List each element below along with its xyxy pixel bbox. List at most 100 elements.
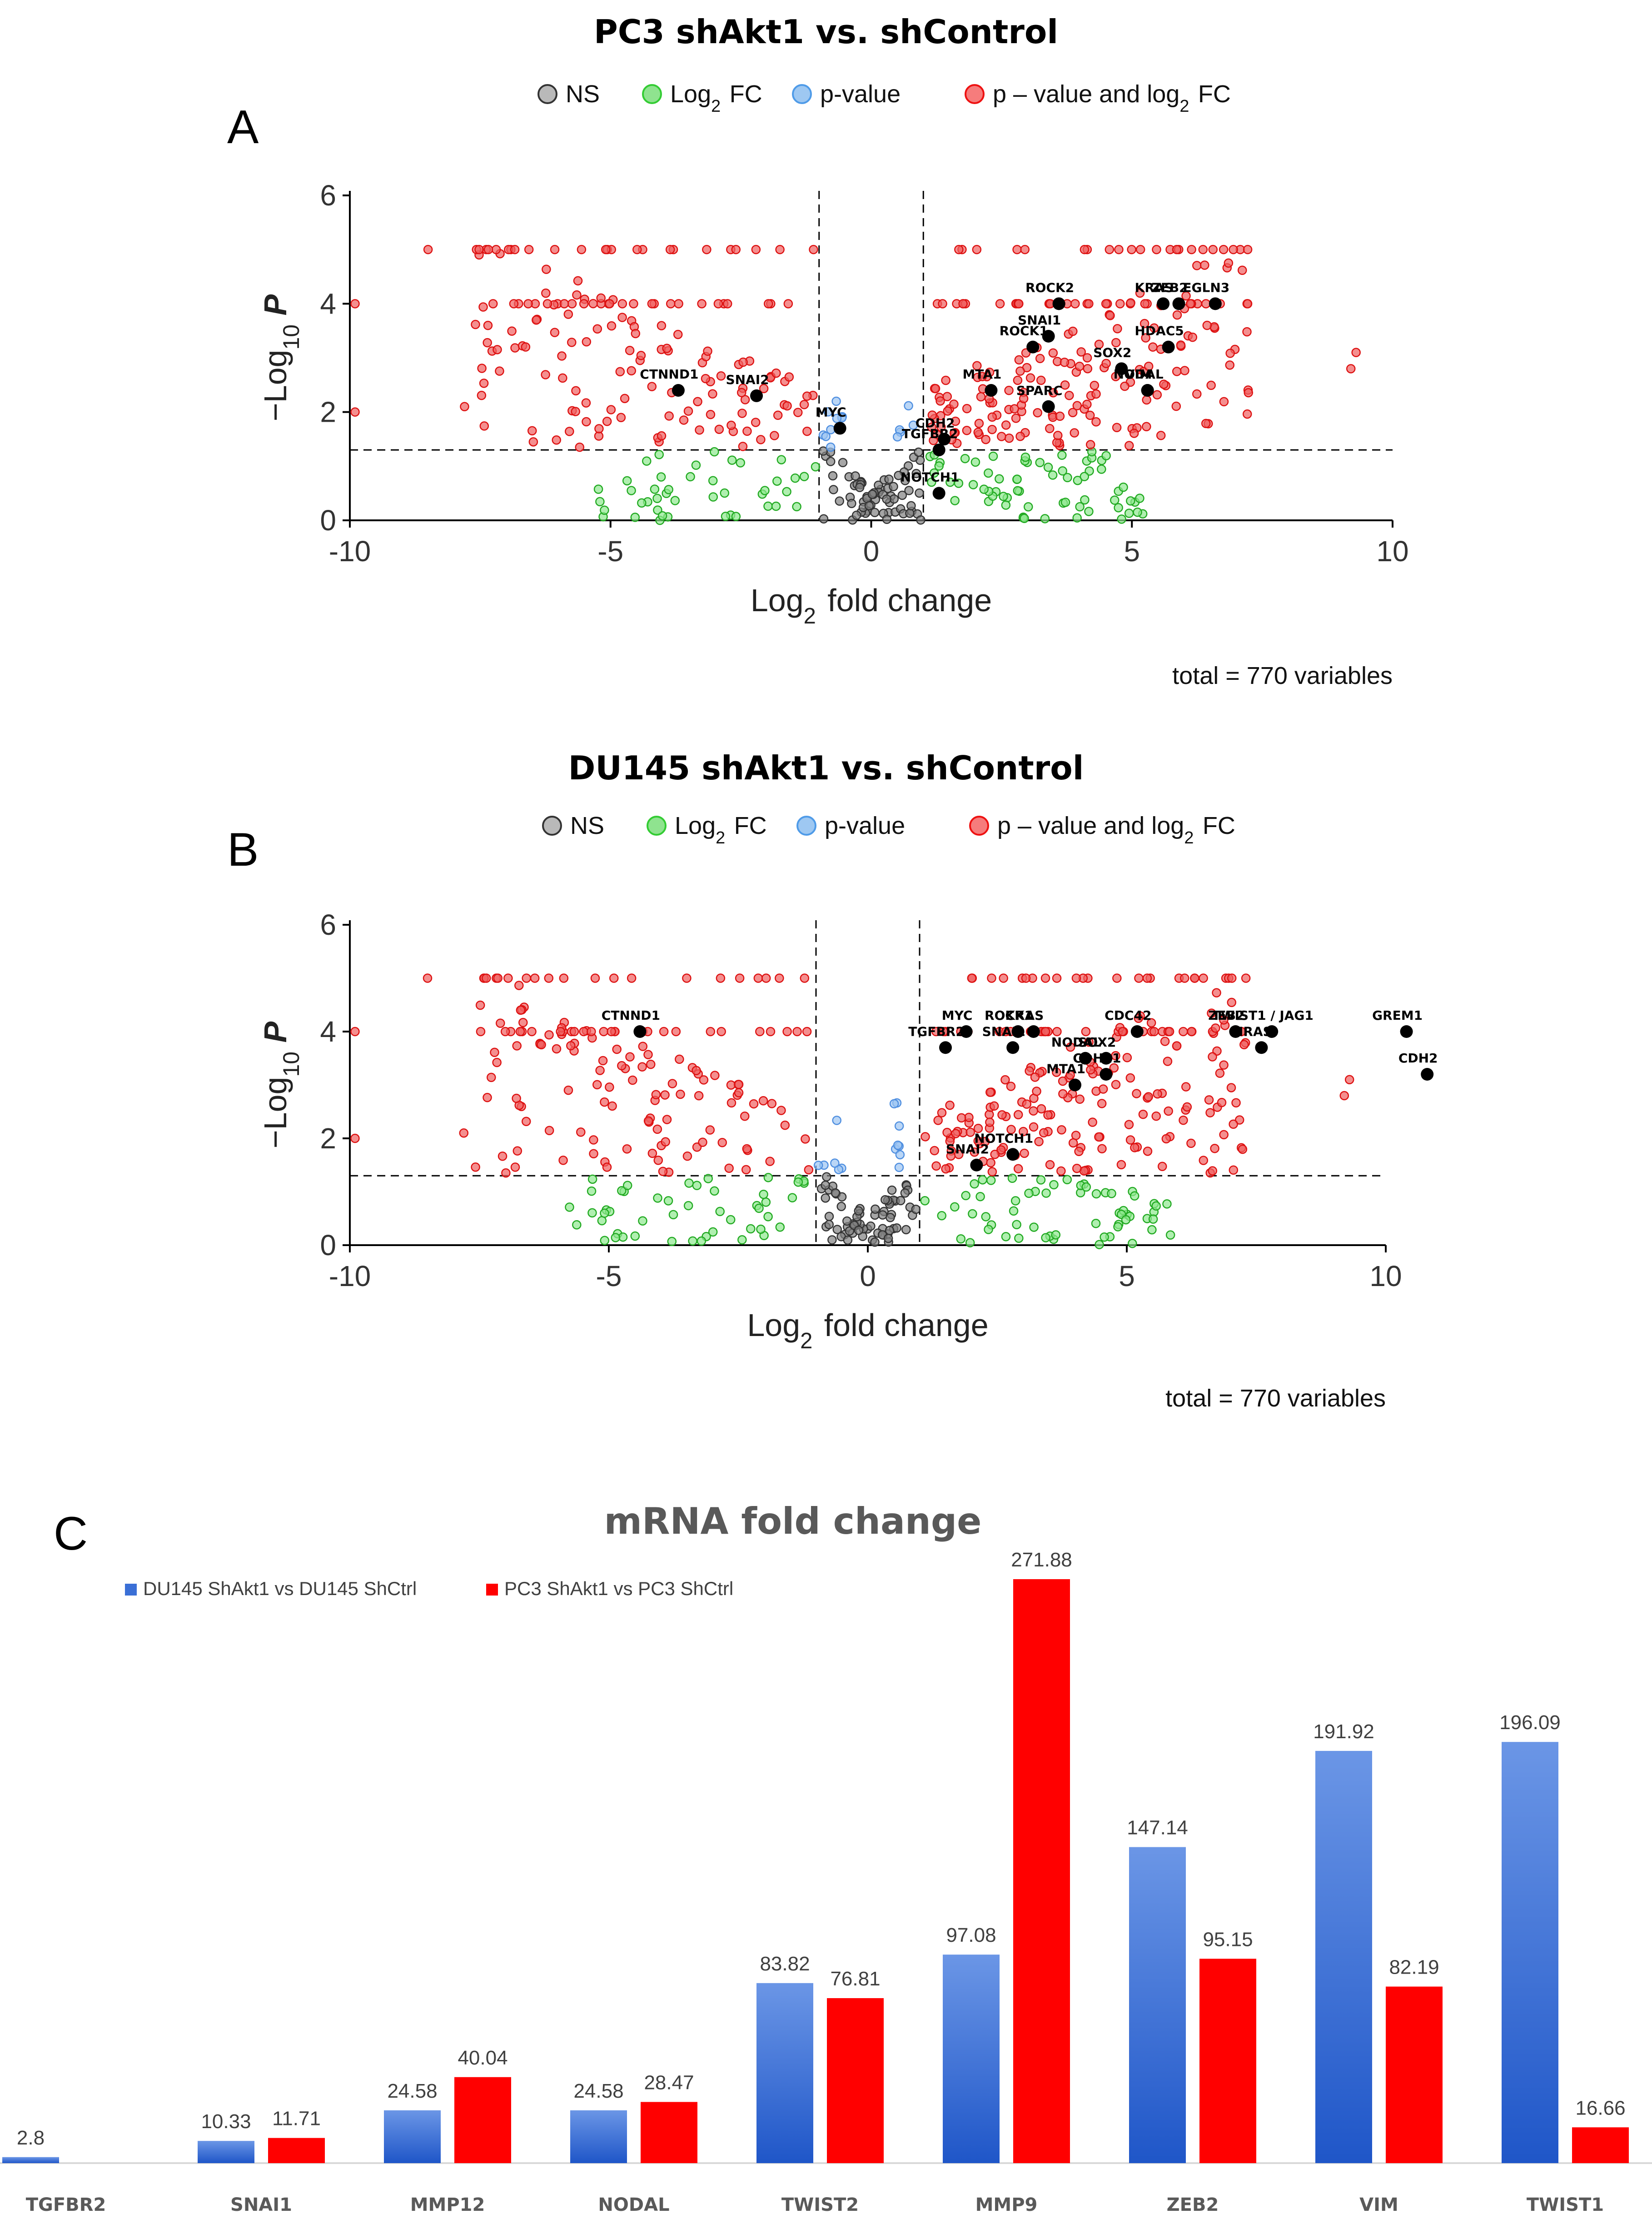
scatter-point [581,398,591,408]
scatter-point [1144,361,1154,371]
scatter-point [483,338,492,348]
caption: total = 770 variables [1172,662,1393,689]
scatter-point [1043,1110,1053,1120]
scatter-point [736,458,745,468]
scatter-point [1000,1075,1010,1085]
scatter-point [616,413,626,423]
scatter-point [836,1202,846,1212]
scatter-point [802,426,812,436]
scatter-point [1049,1180,1059,1190]
scatter-point [625,1052,635,1062]
gene-label: SNAI2 [726,372,769,387]
scatter-point [627,486,636,495]
scatter-point [972,244,982,254]
scatter-point [974,419,984,428]
scatter-point [720,488,730,498]
scatter-point [716,371,726,381]
x-axis-label: Log2 fold change [751,583,992,628]
scatter-point [984,468,993,478]
scatter-point [556,1027,565,1037]
scatter-point [881,1195,890,1205]
scatter-point [855,483,865,492]
scatter-point [987,412,997,422]
scatter-point [661,1137,670,1147]
scatter-point [870,1237,880,1247]
scatter-point [1229,1119,1238,1129]
scatter-point [600,505,609,515]
scatter-point [657,321,667,330]
scatter-point [697,299,707,309]
scatter-point [658,1167,668,1176]
scatter-point [895,1150,905,1160]
scatter-point [929,436,938,445]
gene-point [1042,329,1055,343]
scatter-point [722,299,732,309]
scatter-point [622,476,632,486]
scatter-point [1006,1125,1016,1134]
scatter-point [1056,1166,1066,1176]
scatter-point [1080,472,1090,481]
scatter-point [708,1227,718,1237]
bar [641,2102,697,2163]
scatter-point [882,494,891,504]
scatter-point [682,973,692,983]
scatter-point [763,1173,773,1182]
scatter-point [701,374,711,384]
gene-point [1209,297,1222,310]
gene-point [932,444,945,457]
gene-point [1157,297,1170,310]
gene-point [1011,1025,1025,1038]
scatter-point [956,1113,966,1123]
gene-label: ZEB2 [1208,1008,1244,1023]
bar-group: 97.08 271.88 MMP9 [943,1549,1072,2215]
scatter-point [1185,299,1195,309]
scatter-point [1014,355,1024,365]
bar [2,2157,59,2163]
scatter-point [1242,409,1252,419]
scatter-point [1081,1182,1091,1192]
data-label: 2.8 [17,2127,45,2149]
gene-label: NODAL [1114,367,1164,382]
scatter-point [350,1133,360,1143]
scatter-point [995,299,1005,309]
scatter-point [827,1235,837,1245]
scatter-point [1147,1225,1157,1235]
scatter-point [550,328,560,337]
scatter-point [501,1168,511,1178]
scatter-point [851,510,861,520]
scatter-point [771,368,781,378]
scatter-point [1114,503,1123,513]
scatter-point [950,496,960,505]
scatter-point [647,382,657,391]
scatter-point [970,1179,979,1189]
scatter-point [1172,1041,1182,1051]
scatter-point [1346,364,1356,374]
scatter-point [1113,324,1122,334]
scatter-point [787,1193,797,1202]
scatter-point [979,484,989,494]
gene-point [750,389,763,402]
scatter-point [1229,1165,1239,1175]
scatter-point [1097,1144,1107,1154]
scatter-point [1039,1128,1049,1137]
scatter-point [995,474,1004,484]
scatter-point [1181,1082,1191,1092]
scatter-point [1062,1175,1072,1185]
scatter-point [756,1224,766,1234]
y-tick-label: 0 [320,1229,336,1262]
scatter-point [987,424,997,434]
scatter-point [1111,338,1121,348]
scatter-point [510,1162,520,1172]
scatter-point [477,364,487,373]
scatter-point [931,1027,941,1037]
panel-label: A [227,101,259,154]
scatter-point [483,1092,492,1102]
scatter-point [871,1204,880,1214]
scatter-point [582,337,592,347]
scatter-point [550,244,560,254]
scatter-point [958,299,968,309]
scatter-point [1029,1222,1039,1232]
scatter-point [558,373,567,383]
